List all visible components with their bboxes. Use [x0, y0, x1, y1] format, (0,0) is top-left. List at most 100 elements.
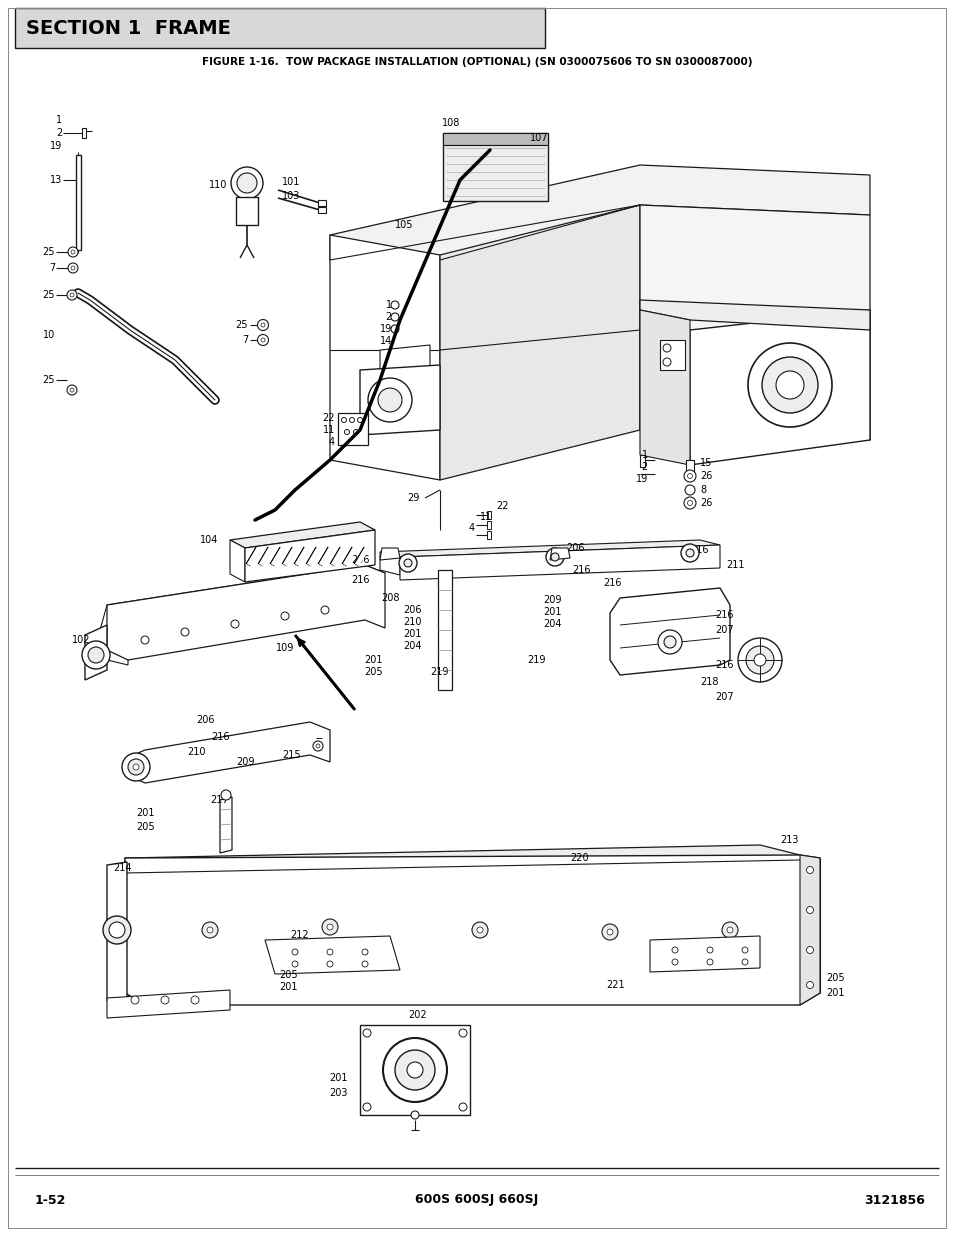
Circle shape	[775, 370, 803, 399]
Circle shape	[747, 343, 831, 427]
Circle shape	[662, 345, 670, 352]
Text: 204: 204	[542, 619, 561, 629]
Text: 205: 205	[825, 973, 843, 983]
Text: 211: 211	[725, 559, 743, 571]
Text: 206: 206	[402, 605, 421, 615]
Bar	[317, 207, 326, 212]
Polygon shape	[125, 855, 820, 1005]
Circle shape	[395, 1050, 435, 1091]
Circle shape	[257, 320, 268, 331]
Bar	[442, 133, 547, 144]
Text: 10: 10	[43, 330, 55, 340]
Text: 26: 26	[700, 498, 712, 508]
Circle shape	[363, 1029, 371, 1037]
Circle shape	[687, 500, 692, 505]
Text: 25: 25	[43, 290, 55, 300]
Text: 206: 206	[565, 543, 584, 553]
Text: 202: 202	[408, 1010, 427, 1020]
Text: 22: 22	[496, 501, 509, 511]
Text: 2: 2	[385, 312, 392, 322]
Circle shape	[761, 357, 817, 412]
Bar	[685, 459, 693, 478]
Circle shape	[398, 555, 416, 572]
Bar	[442, 133, 547, 201]
Circle shape	[161, 995, 169, 1004]
Text: SECTION 1  FRAME: SECTION 1 FRAME	[26, 20, 231, 38]
Text: 207: 207	[714, 625, 733, 635]
Polygon shape	[107, 990, 230, 1018]
Text: 204: 204	[402, 641, 421, 651]
Text: 201: 201	[279, 982, 297, 992]
Text: 218: 218	[700, 677, 718, 687]
Circle shape	[403, 559, 412, 567]
Polygon shape	[330, 235, 439, 480]
Polygon shape	[609, 588, 729, 676]
Circle shape	[377, 388, 401, 412]
Circle shape	[738, 638, 781, 682]
Text: 210: 210	[188, 747, 206, 757]
Circle shape	[67, 290, 77, 300]
Circle shape	[805, 982, 813, 988]
Circle shape	[411, 1112, 418, 1119]
Text: 209: 209	[542, 595, 561, 605]
Text: 206: 206	[196, 715, 214, 725]
Text: 4: 4	[329, 437, 335, 447]
Text: 203: 203	[329, 1088, 348, 1098]
Text: FIGURE 1-16.  TOW PACKAGE INSTALLATION (OPTIONAL) (SN 0300075606 TO SN 030008700: FIGURE 1-16. TOW PACKAGE INSTALLATION (O…	[201, 57, 752, 67]
Text: 102: 102	[71, 635, 90, 645]
Circle shape	[68, 263, 78, 273]
Polygon shape	[439, 205, 639, 480]
Circle shape	[805, 867, 813, 873]
Bar	[659, 340, 684, 370]
Circle shape	[476, 927, 482, 932]
Text: 219: 219	[430, 667, 448, 677]
Text: 29: 29	[407, 493, 419, 503]
Circle shape	[261, 324, 265, 327]
Text: 201: 201	[329, 1073, 348, 1083]
Circle shape	[382, 1037, 447, 1102]
Polygon shape	[127, 722, 330, 783]
Circle shape	[805, 946, 813, 953]
Circle shape	[82, 641, 110, 669]
Circle shape	[341, 417, 346, 422]
Text: 107: 107	[530, 133, 548, 143]
Polygon shape	[800, 855, 820, 1005]
Circle shape	[363, 1103, 371, 1112]
Circle shape	[685, 550, 693, 557]
Polygon shape	[265, 936, 399, 974]
Circle shape	[391, 312, 398, 321]
Polygon shape	[399, 545, 720, 580]
Polygon shape	[107, 564, 385, 613]
Circle shape	[391, 301, 398, 309]
Text: 19: 19	[635, 474, 647, 484]
Circle shape	[131, 995, 139, 1004]
Circle shape	[407, 1062, 422, 1078]
Circle shape	[753, 655, 765, 666]
Circle shape	[741, 947, 747, 953]
Circle shape	[663, 636, 676, 648]
Circle shape	[545, 548, 563, 566]
Circle shape	[191, 995, 199, 1004]
Text: 19: 19	[50, 141, 62, 151]
Polygon shape	[107, 862, 127, 1002]
Text: 221: 221	[606, 981, 624, 990]
Polygon shape	[379, 552, 399, 576]
Polygon shape	[107, 564, 385, 659]
Circle shape	[601, 924, 618, 940]
Text: 110: 110	[209, 180, 227, 190]
Text: 1: 1	[641, 450, 647, 459]
Circle shape	[683, 496, 696, 509]
Bar	[82, 128, 86, 138]
Circle shape	[70, 293, 74, 296]
Polygon shape	[359, 366, 439, 435]
Circle shape	[221, 790, 231, 800]
Text: 2: 2	[55, 128, 62, 138]
Circle shape	[391, 325, 398, 333]
Bar	[317, 200, 326, 206]
Text: 1: 1	[56, 115, 62, 125]
Circle shape	[292, 961, 297, 967]
Circle shape	[88, 647, 104, 663]
Circle shape	[71, 266, 75, 270]
Circle shape	[281, 613, 289, 620]
Bar	[639, 454, 644, 467]
